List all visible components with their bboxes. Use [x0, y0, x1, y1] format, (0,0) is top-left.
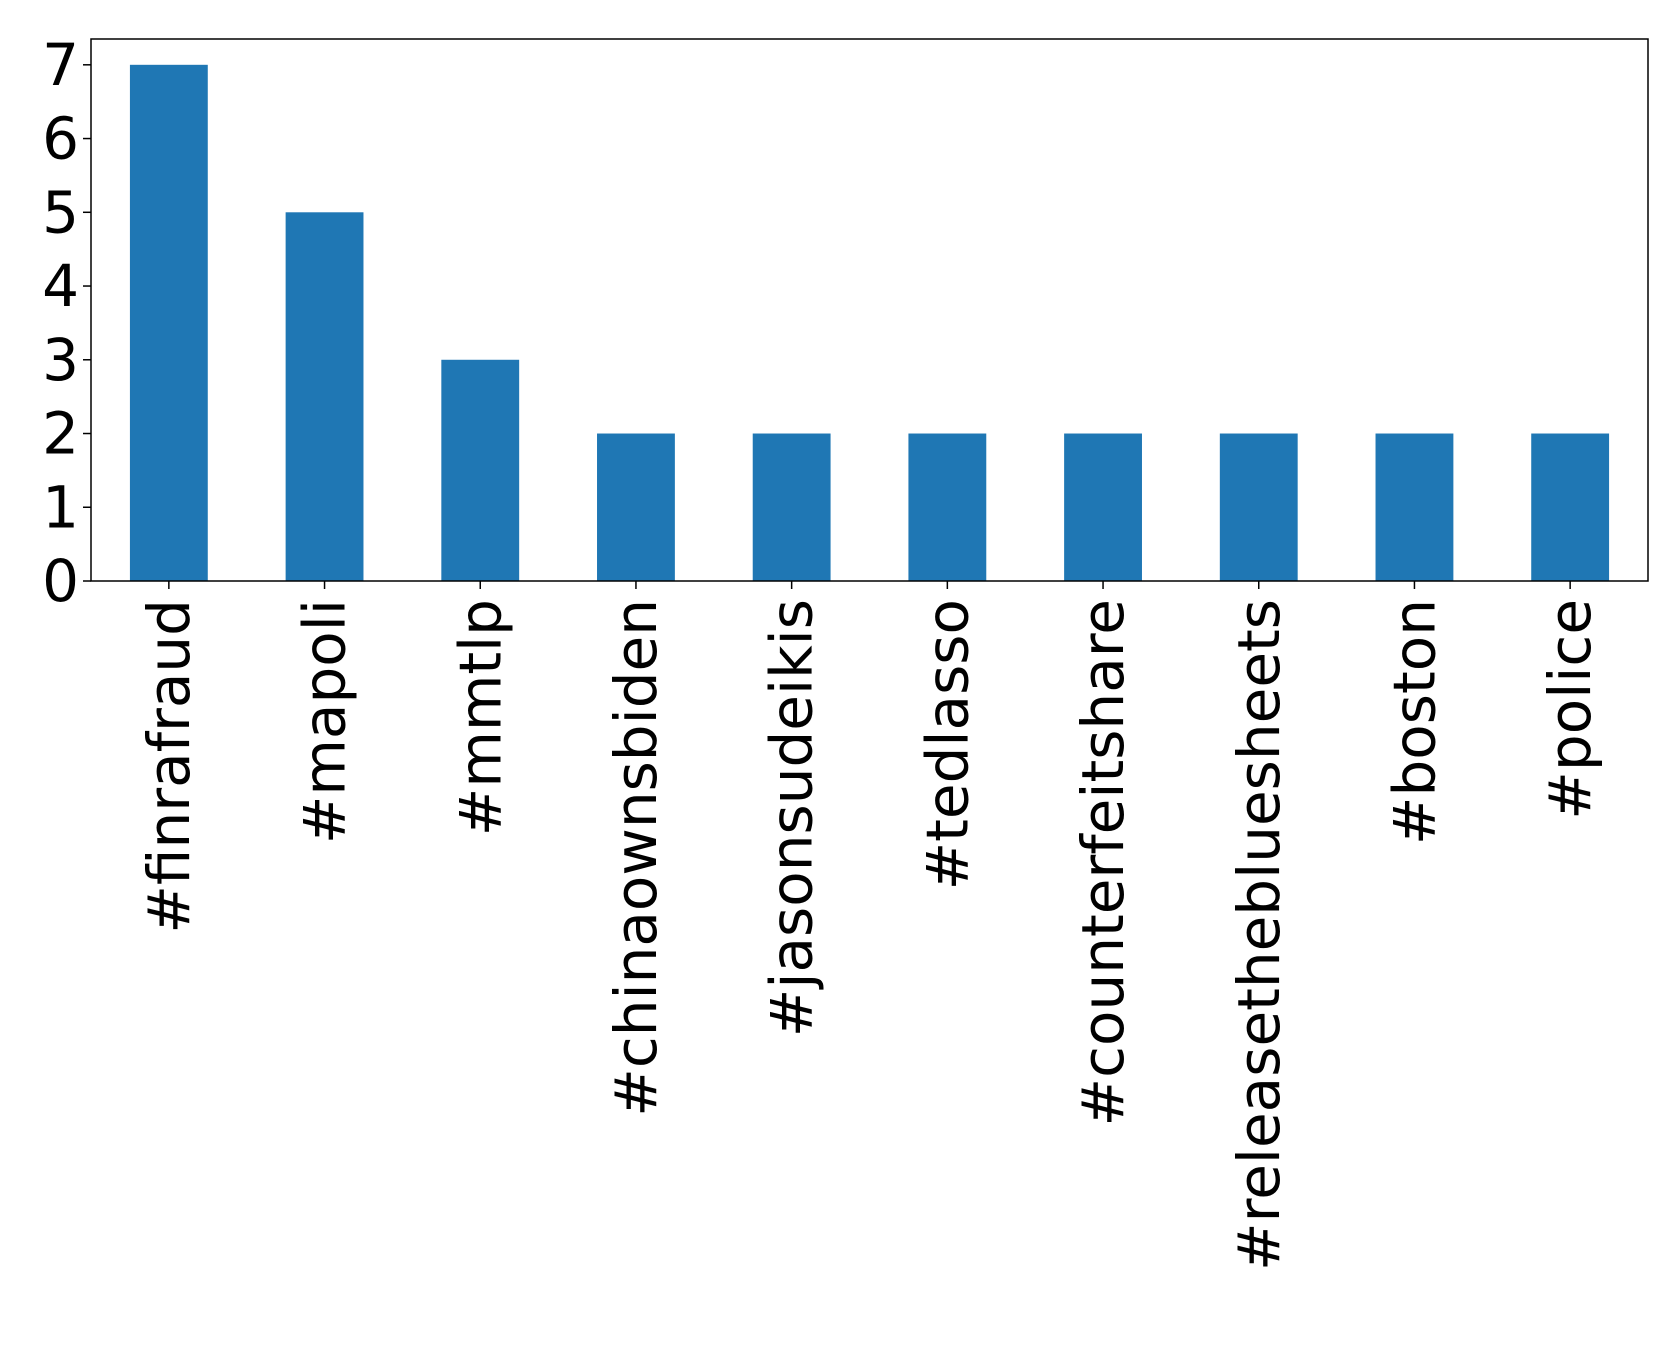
y-tick-label: 5	[42, 178, 79, 246]
x-tick-label: #finrafraud	[135, 599, 203, 934]
x-tick-label: #police	[1536, 599, 1604, 820]
y-tick-label: 6	[42, 105, 79, 173]
x-tick-label: #boston	[1380, 599, 1448, 845]
x-tick-label: #mmtlp	[446, 599, 514, 836]
y-tick-label: 4	[42, 252, 79, 320]
bar-releasethebluesheets	[1219, 433, 1298, 581]
x-tick-label: #counterfeitshare	[1069, 599, 1137, 1127]
x-axis: #finrafraud #mapoli #mmtlp #chinaownsbiden #…	[135, 581, 1604, 1271]
x-tick-label: #chinaownsbiden	[602, 599, 670, 1117]
bar-finrafraud	[129, 64, 208, 582]
y-tick-label: 2	[42, 400, 79, 468]
x-tick-label: #jasonsudeikis	[758, 599, 826, 1037]
bar-mapoli	[285, 212, 364, 581]
y-tick-label: 7	[42, 31, 79, 99]
bar-jasonsudeikis	[752, 433, 831, 581]
bar-boston	[1375, 433, 1454, 581]
x-tick-label: #tedlasso	[913, 599, 981, 890]
bar-mmtlp	[441, 359, 520, 581]
y-tick-label: 3	[42, 326, 79, 394]
y-tick-label: 0	[42, 547, 79, 615]
x-tick-label: #mapoli	[291, 599, 359, 844]
bar-counterfeitshare	[1064, 433, 1142, 581]
bar-tedlasso	[908, 433, 987, 581]
bar-chinaownsbiden	[597, 433, 675, 581]
bar-police	[1531, 433, 1610, 581]
bars-group	[129, 64, 1610, 582]
x-tick-label: #releasethebluesheets	[1225, 599, 1293, 1271]
plot-area-frame	[90, 38, 1649, 582]
y-tick-label: 1	[42, 473, 79, 541]
